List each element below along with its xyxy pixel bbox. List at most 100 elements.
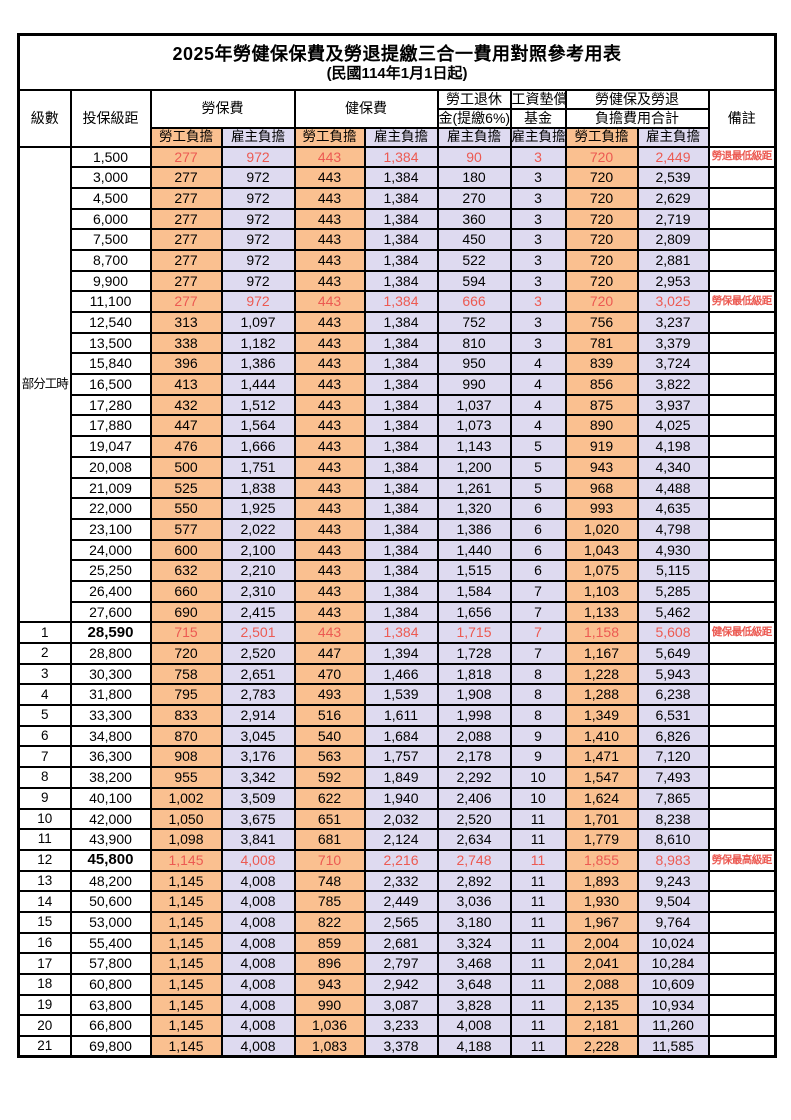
bracket-cell: 12,540 xyxy=(69,311,152,334)
remark-cell xyxy=(707,414,777,438)
level-cell: 9 xyxy=(17,786,72,810)
header-row-1: 級數 投保級距 勞保費 健保費 勞工退休 工資墊償 勞健保及勞退 備註 xyxy=(17,88,777,148)
labor-employee-cell: 313 xyxy=(149,311,223,334)
total-employee-cell: 875 xyxy=(564,393,639,417)
remark-cell xyxy=(707,228,777,251)
table-row: 19,047 476 1,666 443 1,384 1,143 5 919 4,198 xyxy=(19,435,777,458)
total-employer-cell: 2,449 xyxy=(636,145,710,169)
labor-employer-cell: 4,008 xyxy=(220,1014,296,1038)
health-employer-cell: 2,032 xyxy=(363,807,439,831)
labor-employer-cell: 972 xyxy=(220,207,296,231)
header-row-2: 金(提繳6%) 基金 負擔費用合計 xyxy=(19,107,776,129)
header-wage-fund-line1: 工資墊償 xyxy=(509,88,567,110)
remark-cell xyxy=(707,393,777,417)
health-employee-cell: 443 xyxy=(293,621,366,644)
pension-employer-cell: 2,406 xyxy=(436,786,512,810)
pension-employer-cell: 666 xyxy=(436,290,512,313)
health-employer-cell: 1,384 xyxy=(363,435,439,458)
total-employer-cell: 5,608 xyxy=(636,621,710,644)
total-employer-cell: 9,764 xyxy=(636,910,710,934)
total-employee-cell: 756 xyxy=(564,311,639,334)
labor-employee-cell: 413 xyxy=(149,373,223,396)
wage-fund-employer-cell: 11 xyxy=(509,931,567,955)
level-cell: 21 xyxy=(17,1035,72,1058)
total-employer-cell: 3,237 xyxy=(636,311,710,334)
health-employee-cell: 785 xyxy=(293,890,366,913)
pension-employer-cell: 752 xyxy=(436,311,512,334)
total-employer-cell: 4,025 xyxy=(636,414,710,438)
labor-employer-cell: 2,100 xyxy=(220,538,296,562)
bracket-cell: 15,840 xyxy=(69,352,152,376)
pension-employer-cell: 810 xyxy=(436,331,512,355)
labor-employee-cell: 338 xyxy=(149,331,223,355)
table-row: 6,000 277 972 443 1,384 360 3 720 2,719 xyxy=(19,207,777,231)
wage-fund-employer-cell: 8 xyxy=(509,662,567,686)
remark-cell xyxy=(707,704,777,727)
total-employee-cell: 1,701 xyxy=(564,807,639,831)
total-employee-cell: 2,135 xyxy=(564,993,639,1017)
pension-employer-cell: 1,200 xyxy=(436,455,512,479)
health-employee-cell: 622 xyxy=(293,786,366,810)
bracket-cell: 53,000 xyxy=(69,910,152,934)
labor-employee-cell: 277 xyxy=(149,290,223,313)
remark-cell xyxy=(707,1014,777,1038)
health-employer-cell: 1,384 xyxy=(363,145,439,169)
remark-cell xyxy=(707,248,777,272)
total-employee-cell: 890 xyxy=(564,414,639,438)
total-employee-cell: 1,624 xyxy=(564,786,639,810)
table-title-cell: 2025年勞健保保費及勞退提繳三合一費用對照參考用表 (民國114年1月1日起) xyxy=(17,33,777,91)
total-employer-cell: 9,243 xyxy=(636,869,710,893)
header-total-line1: 勞健保及勞退 xyxy=(564,88,710,110)
table-row: 26,400 660 2,310 443 1,384 1,584 7 1,103 5,285 xyxy=(19,579,777,603)
remark-cell xyxy=(707,455,777,479)
total-employee-cell: 856 xyxy=(564,373,639,396)
health-employee-cell: 681 xyxy=(293,828,366,851)
labor-employee-cell: 525 xyxy=(149,476,223,500)
total-employee-cell: 839 xyxy=(564,352,639,376)
health-employee-cell: 859 xyxy=(293,931,366,955)
wage-fund-employer-cell: 6 xyxy=(509,559,567,582)
bracket-cell: 48,200 xyxy=(69,869,152,893)
bracket-cell: 11,100 xyxy=(69,290,152,313)
total-employee-cell: 2,181 xyxy=(564,1014,639,1038)
wage-fund-employer-cell: 8 xyxy=(509,704,567,727)
total-employer-cell: 9,504 xyxy=(636,890,710,913)
bracket-cell: 45,800 xyxy=(69,848,152,872)
header-wage-fund-employer: 雇主負擔 xyxy=(509,126,567,148)
wage-fund-employer-cell: 6 xyxy=(509,538,567,562)
table-row: 1 28,590 715 2,501 443 1,384 1,715 7 1,158 5,608 健… xyxy=(17,621,777,644)
remark-cell xyxy=(707,724,777,748)
remark-cell xyxy=(707,352,777,376)
labor-employer-cell: 1,838 xyxy=(220,476,296,500)
labor-employer-cell: 2,501 xyxy=(220,621,296,644)
total-employee-cell: 1,471 xyxy=(564,745,639,769)
bracket-cell: 30,300 xyxy=(69,662,152,686)
total-employer-cell: 2,953 xyxy=(636,269,710,293)
level-cell: 10 xyxy=(17,807,72,831)
bracket-cell: 16,500 xyxy=(69,373,152,396)
labor-employer-cell: 972 xyxy=(220,145,296,169)
total-employee-cell: 1,020 xyxy=(564,517,639,541)
bracket-cell: 28,590 xyxy=(69,621,152,644)
health-employee-cell: 443 xyxy=(293,538,366,562)
total-employer-cell: 4,930 xyxy=(636,538,710,562)
total-employer-cell: 11,585 xyxy=(636,1035,710,1058)
health-employer-cell: 1,384 xyxy=(363,186,439,210)
labor-employer-cell: 2,022 xyxy=(220,517,296,541)
remark-cell xyxy=(707,931,777,955)
health-employer-cell: 1,849 xyxy=(363,766,439,789)
health-employee-cell: 540 xyxy=(293,724,366,748)
health-employer-cell: 2,332 xyxy=(363,869,439,893)
pension-employer-cell: 2,088 xyxy=(436,724,512,748)
health-employee-cell: 443 xyxy=(293,497,366,520)
table-row: 24,000 600 2,100 443 1,384 1,440 6 1,043 4,930 xyxy=(19,538,777,562)
labor-employee-cell: 277 xyxy=(149,166,223,189)
page-title: 2025年勞健保保費及勞退提繳三合一費用對照參考用表 xyxy=(172,44,622,65)
level-cell: 5 xyxy=(17,704,72,727)
labor-employee-cell: 1,145 xyxy=(149,1035,223,1058)
table-row: 4 31,800 795 2,783 493 1,539 1,908 8 1,288 6,238 xyxy=(17,683,777,707)
health-employer-cell: 2,681 xyxy=(363,931,439,955)
labor-employee-cell: 1,145 xyxy=(149,848,223,872)
labor-employer-cell: 1,564 xyxy=(220,414,296,438)
header-pension-line1: 勞工退休 xyxy=(436,88,512,110)
